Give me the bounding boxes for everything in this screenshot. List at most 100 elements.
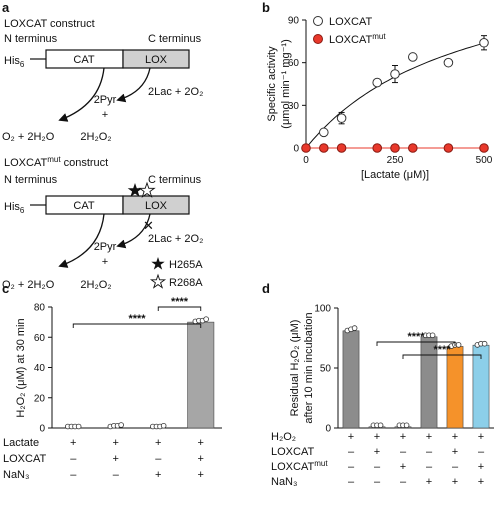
d-condition-sign: + bbox=[478, 431, 484, 443]
panel-a-label: a bbox=[2, 0, 10, 15]
d-condition-sign: – bbox=[348, 446, 355, 458]
d-condition-sign: – bbox=[348, 461, 355, 473]
mut-construct-title: LOXCATmut construct bbox=[4, 155, 108, 169]
c-data-point bbox=[160, 422, 167, 429]
panel-a: a LOXCAT construct N terminus C terminus… bbox=[2, 0, 203, 291]
c-condition-sign: + bbox=[198, 437, 204, 449]
b-legend-loxcat-marker bbox=[313, 16, 323, 26]
legend-star-filled-icon bbox=[151, 257, 165, 270]
loxcat-lox-arrow bbox=[116, 67, 151, 103]
panel-d-label: d bbox=[262, 281, 270, 296]
b-y-tick-label: 90 bbox=[288, 16, 300, 27]
b-loxcat-point bbox=[408, 52, 418, 62]
c-condition-sign: + bbox=[113, 437, 119, 449]
d-significance-bracket bbox=[376, 341, 456, 346]
b-mut-point bbox=[443, 143, 454, 153]
c-condition-sign: – bbox=[113, 469, 120, 481]
mut-blocked-icon: ✕ bbox=[143, 218, 154, 233]
d-condition-sign: + bbox=[348, 431, 354, 443]
b-legend-mut: LOXCATmut bbox=[329, 32, 386, 46]
b-y-tick-label: 60 bbox=[288, 58, 300, 69]
d-condition-label: NaN₃ bbox=[271, 476, 298, 488]
loxcat-cat-arrow bbox=[58, 67, 105, 122]
c-y-tick-label: 20 bbox=[34, 393, 46, 404]
loxcat-lox-domain bbox=[122, 49, 190, 69]
d-condition-sign: + bbox=[426, 476, 432, 488]
d-condition-sign: + bbox=[400, 431, 406, 443]
d-data-point bbox=[403, 422, 410, 429]
c-condition-label: LOXCAT bbox=[3, 453, 46, 465]
loxcat-pyr-text: 2Pyr bbox=[94, 94, 117, 106]
mut-his-tag: His6 bbox=[4, 201, 25, 215]
d-condition-sign: + bbox=[400, 461, 406, 473]
b-loxcat-point bbox=[390, 69, 400, 79]
d-data-point bbox=[481, 340, 488, 347]
loxcat-substrates-text: 2Lac + 2O₂ bbox=[148, 86, 203, 98]
d-significance-bracket bbox=[402, 354, 482, 359]
mut-n-terminus: N terminus bbox=[4, 174, 58, 186]
c-significance-bracket bbox=[157, 306, 202, 311]
mut-cat-label: CAT bbox=[73, 200, 94, 212]
b-mut-point bbox=[390, 143, 400, 153]
loxcat-lox-label: LOX bbox=[145, 54, 168, 66]
b-mut-point bbox=[408, 143, 418, 153]
loxcat-his-tag: His6 bbox=[4, 55, 25, 69]
c-condition-sign: + bbox=[113, 453, 119, 465]
b-x-tick-label: 0 bbox=[303, 155, 309, 166]
mut-h2o2-text: 2H₂O₂ bbox=[80, 279, 111, 291]
d-condition-sign: – bbox=[374, 476, 381, 488]
c-condition-sign: – bbox=[155, 453, 162, 465]
loxcat-cat-label: CAT bbox=[73, 54, 94, 66]
mut-star-filled-icon bbox=[127, 183, 143, 197]
mut-plus-text: + bbox=[102, 256, 108, 268]
b-loxcat-point bbox=[443, 57, 454, 68]
b-mut-point bbox=[319, 143, 329, 153]
d-condition-sign: + bbox=[452, 476, 458, 488]
loxcat-products-text: O₂ + 2H₂O bbox=[2, 131, 55, 143]
d-condition-sign: + bbox=[452, 431, 458, 443]
d-data-point bbox=[351, 325, 358, 331]
panel-c-label: c bbox=[2, 281, 9, 296]
b-loxcat-point bbox=[319, 127, 329, 138]
legend-star-open-icon bbox=[149, 273, 167, 289]
d-condition-label: LOXCATmut bbox=[271, 459, 328, 473]
d-condition-label: LOXCAT bbox=[271, 446, 314, 458]
b-loxcat-point bbox=[479, 37, 489, 48]
panel-b: b 0 30 60 90 0 250 500 [Lactate (μM)] Specific a… bbox=[262, 0, 493, 181]
b-mut-point bbox=[301, 143, 311, 153]
d-condition-sign: – bbox=[374, 461, 381, 473]
d-bar bbox=[342, 330, 360, 429]
c-condition-sign: + bbox=[155, 437, 161, 449]
mut-cat-arrow bbox=[58, 213, 105, 268]
c-condition-sign: + bbox=[155, 469, 161, 481]
legend-r268a: R268A bbox=[169, 277, 203, 289]
c-condition-sign: + bbox=[198, 469, 204, 481]
c-data-point bbox=[118, 422, 124, 428]
d-bar bbox=[446, 346, 464, 429]
c-y-tick-label: 80 bbox=[34, 303, 46, 314]
c-data-point bbox=[203, 316, 209, 322]
d-y-axis-label-1: Residual H₂O₂ (μM) bbox=[289, 320, 301, 417]
b-y-axis-label-1: Specific activity bbox=[266, 46, 278, 122]
legend-h265a: H265A bbox=[169, 259, 203, 271]
b-x-tick-label: 500 bbox=[476, 155, 493, 166]
d-y-axis-label-2: after 10 min incubation bbox=[303, 312, 315, 423]
loxcat-h2o2-text: 2H₂O₂ bbox=[80, 131, 111, 143]
panel-b-label: b bbox=[262, 0, 270, 15]
d-y-tick-label: 50 bbox=[320, 364, 332, 375]
d-condition-sign: – bbox=[426, 461, 433, 473]
mut-pyr-text: 2Pyr bbox=[94, 241, 117, 253]
b-x-axis-label: [Lactate (μM)] bbox=[361, 169, 429, 181]
c-y-tick-label: 40 bbox=[34, 363, 46, 374]
loxcat-n-terminus: N terminus bbox=[4, 33, 58, 45]
c-y-tick-label: 60 bbox=[34, 333, 46, 344]
mut-substrates-text: 2Lac + 2O₂ bbox=[148, 233, 203, 245]
loxcat-plus-text: + bbox=[102, 109, 108, 121]
b-mut-point bbox=[372, 143, 383, 153]
d-condition-sign: + bbox=[374, 431, 380, 443]
mut-lox-domain bbox=[122, 195, 190, 215]
d-data-point bbox=[455, 342, 462, 348]
d-significance-stars: **** bbox=[407, 331, 425, 343]
mut-products-text: O₂ + 2H₂O bbox=[2, 279, 55, 291]
